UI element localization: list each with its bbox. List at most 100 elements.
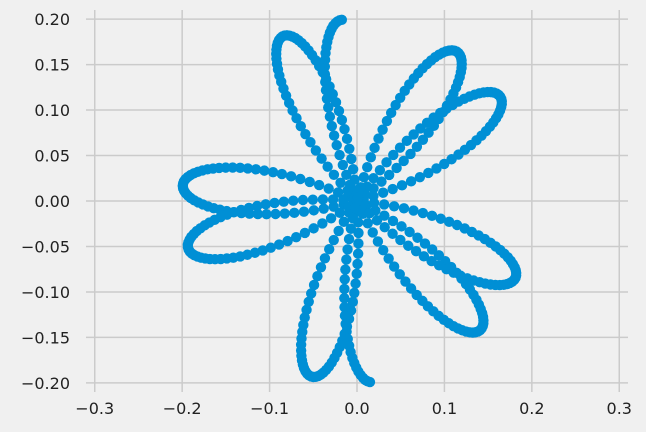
- data-point: [289, 207, 300, 219]
- data-point: [364, 208, 375, 219]
- data-point: [324, 111, 336, 122]
- data-series: [177, 14, 522, 388]
- data-point: [317, 194, 329, 205]
- data-point: [295, 120, 306, 132]
- data-point: [385, 107, 397, 119]
- data-point: [257, 245, 268, 256]
- x-tick-label: 0.0: [344, 399, 369, 418]
- data-point: [267, 166, 279, 178]
- data-point: [433, 250, 445, 261]
- data-point: [342, 185, 353, 196]
- data-point: [383, 253, 394, 264]
- data-point: [345, 223, 357, 234]
- data-point: [377, 187, 389, 198]
- data-point: [316, 153, 327, 164]
- data-point: [379, 221, 390, 233]
- data-point: [333, 105, 345, 117]
- data-point: [327, 194, 339, 205]
- data-point: [394, 269, 405, 280]
- data-point: [260, 199, 271, 210]
- data-point: [387, 215, 399, 227]
- data-point: [273, 239, 285, 250]
- data-point: [344, 143, 355, 154]
- data-point: [405, 176, 417, 187]
- data-point: [333, 225, 344, 237]
- data-point: [405, 148, 416, 160]
- data-point: [426, 210, 438, 222]
- data-point: [334, 207, 346, 219]
- y-tick-label: 0.00: [34, 192, 70, 211]
- data-point: [377, 124, 388, 135]
- data-point: [336, 114, 348, 126]
- data-point: [308, 279, 320, 291]
- data-point: [394, 142, 406, 153]
- data-point: [324, 244, 335, 255]
- data-point: [322, 161, 333, 172]
- data-point: [396, 221, 407, 232]
- data-point: [398, 203, 410, 214]
- data-point: [265, 242, 276, 253]
- y-tick-label: −0.05: [21, 237, 70, 256]
- data-point: [323, 183, 334, 194]
- data-point: [341, 133, 353, 145]
- data-point: [308, 205, 320, 216]
- data-point: [305, 288, 317, 299]
- data-point: [353, 227, 364, 239]
- data-point: [426, 244, 438, 255]
- data-point: [353, 238, 364, 249]
- data-point: [419, 238, 431, 249]
- data-point: [340, 264, 351, 275]
- y-tick-label: 0.20: [34, 10, 70, 29]
- data-point: [347, 296, 358, 308]
- data-point: [350, 202, 361, 214]
- data-point: [312, 271, 323, 282]
- data-point: [411, 141, 423, 152]
- data-point: [339, 283, 350, 295]
- data-point: [317, 218, 328, 229]
- data-point: [352, 258, 363, 270]
- data-point: [337, 159, 349, 171]
- data-point: [404, 226, 415, 238]
- data-point: [304, 176, 315, 188]
- data-point: [369, 142, 380, 154]
- data-point: [339, 292, 350, 304]
- data-point: [388, 261, 400, 272]
- data-point: [364, 376, 376, 388]
- data-point: [352, 248, 364, 259]
- data-point: [417, 134, 429, 145]
- data-point: [418, 251, 430, 262]
- data-point: [331, 140, 342, 151]
- data-point: [352, 192, 364, 203]
- data-point: [391, 162, 402, 174]
- data-point: [297, 194, 309, 206]
- data-point: [346, 153, 357, 165]
- data-point: [340, 318, 351, 330]
- data-point: [373, 133, 384, 144]
- y-axis-ticks: −0.20 −0.15 −0.10 −0.05 0.00 0.05 0.10 0.15 0.20: [21, 10, 70, 393]
- x-tick-label: 0.1: [432, 399, 457, 418]
- data-point: [412, 232, 423, 243]
- data-point: [308, 223, 319, 234]
- data-point: [325, 213, 337, 224]
- data-point: [299, 227, 311, 239]
- data-point: [368, 183, 379, 194]
- data-point: [341, 254, 352, 265]
- data-point: [431, 163, 442, 174]
- data-point: [374, 164, 386, 176]
- data-point: [388, 149, 399, 161]
- data-point: [371, 215, 383, 226]
- data-point: [300, 128, 311, 140]
- data-point: [400, 276, 411, 287]
- data-point: [313, 179, 325, 191]
- data-point: [349, 287, 360, 299]
- data-point: [315, 262, 327, 273]
- data-point: [388, 201, 400, 212]
- data-point: [372, 236, 384, 247]
- data-point: [339, 124, 350, 135]
- data-point: [278, 196, 290, 207]
- x-tick-label: 0.3: [607, 399, 632, 418]
- data-point: [295, 173, 306, 185]
- data-point: [387, 228, 398, 239]
- data-point: [378, 199, 390, 210]
- data-point: [242, 163, 254, 174]
